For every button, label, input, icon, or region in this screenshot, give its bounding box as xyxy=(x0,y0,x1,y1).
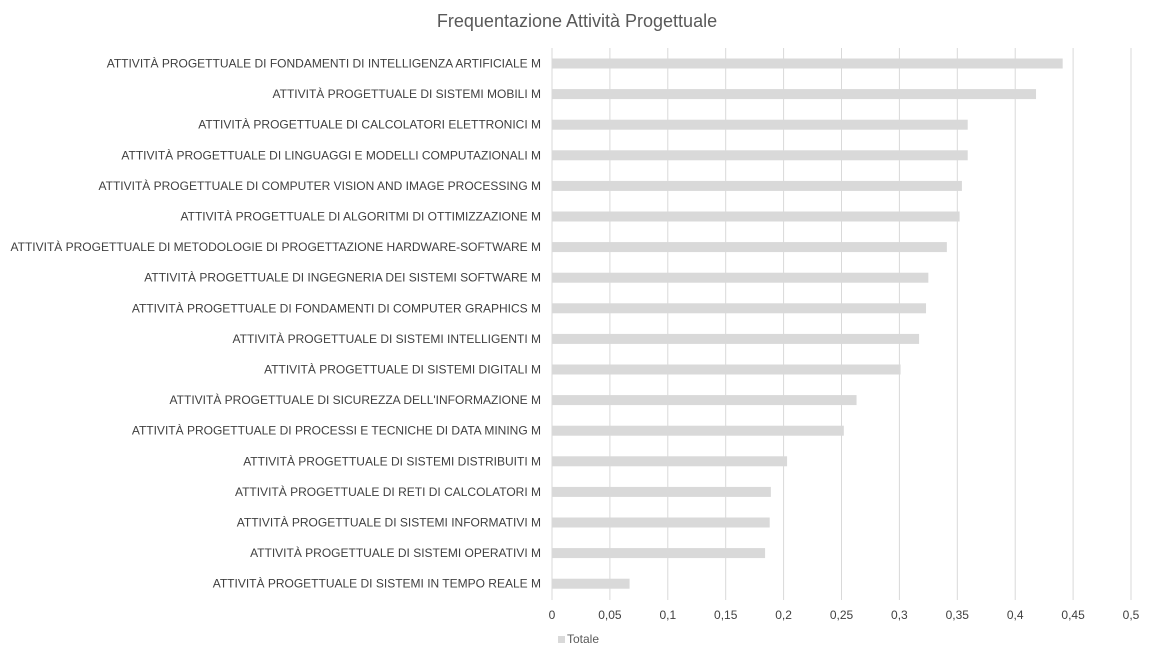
x-tick-label: 0,3 xyxy=(891,608,908,622)
category-label: ATTIVITÀ PROGETTUALE DI FONDAMENTI DI CO… xyxy=(132,300,541,315)
category-label: ATTIVITÀ PROGETTUALE DI SISTEMI INFORMAT… xyxy=(237,515,541,530)
x-tick-label: 0,5 xyxy=(1123,608,1140,622)
bar xyxy=(552,578,630,589)
category-label: ATTIVITÀ PROGETTUALE DI INGEGNERIA DEI S… xyxy=(144,270,541,285)
x-tick-label: 0,35 xyxy=(946,608,970,622)
x-tick-label: 0,15 xyxy=(714,608,738,622)
category-label: ATTIVITÀ PROGETTUALE DI SISTEMI DISTRIBU… xyxy=(243,453,541,468)
bar xyxy=(552,180,962,191)
bars xyxy=(552,58,1063,589)
x-tick-label: 0,05 xyxy=(598,608,622,622)
category-label: ATTIVITÀ PROGETTUALE DI CALCOLATORI ELET… xyxy=(198,117,541,132)
bar xyxy=(552,333,920,344)
chart-title: Frequentazione Attività Progettuale xyxy=(437,11,717,31)
category-label: ATTIVITÀ PROGETTUALE DI LINGUAGGI E MODE… xyxy=(121,147,541,162)
bar xyxy=(552,272,929,283)
legend-swatch xyxy=(558,636,565,643)
bar xyxy=(552,58,1063,69)
bar xyxy=(552,517,770,528)
legend: Totale xyxy=(558,632,599,646)
x-tick-label: 0,25 xyxy=(830,608,854,622)
bar xyxy=(552,364,901,375)
category-label: ATTIVITÀ PROGETTUALE DI COMPUTER VISION … xyxy=(99,178,542,193)
x-tick-label: 0,2 xyxy=(775,608,792,622)
x-tick-label: 0 xyxy=(549,608,556,622)
bar xyxy=(552,486,771,497)
bar xyxy=(552,395,857,406)
bar xyxy=(552,89,1037,100)
category-label: ATTIVITÀ PROGETTUALE DI SISTEMI MOBILI M xyxy=(273,86,541,101)
x-axis-tick-labels: 0 0,05 0,1 0,15 0,2 0,25 0,3 0,35 0,4 0,45 0,5 xyxy=(549,608,1140,622)
legend-label: Totale xyxy=(567,632,599,646)
bar xyxy=(552,211,960,222)
bar xyxy=(552,425,844,436)
x-tick-label: 0,1 xyxy=(659,608,676,622)
category-label: ATTIVITÀ PROGETTUALE DI PROCESSI E TECNI… xyxy=(132,423,541,438)
category-labels: ATTIVITÀ PROGETTUALE DI FONDAMENTI DI IN… xyxy=(11,56,541,591)
gridlines xyxy=(551,48,1132,600)
category-label: ATTIVITÀ PROGETTUALE DI SISTEMI OPERATIV… xyxy=(250,545,541,560)
bar xyxy=(552,548,766,559)
bar xyxy=(552,119,968,130)
category-label: ATTIVITÀ PROGETTUALE DI FONDAMENTI DI IN… xyxy=(107,56,541,71)
category-label: ATTIVITÀ PROGETTUALE DI SICUREZZA DELL'I… xyxy=(170,392,541,407)
category-label: ATTIVITÀ PROGETTUALE DI ALGORITMI DI OTT… xyxy=(181,209,541,224)
bar xyxy=(552,150,968,161)
category-label: ATTIVITÀ PROGETTUALE DI SISTEMI INTELLIG… xyxy=(233,331,541,346)
bar xyxy=(552,456,788,467)
bar xyxy=(552,242,947,253)
category-label: ATTIVITÀ PROGETTUALE DI RETI DI CALCOLAT… xyxy=(235,484,541,499)
category-label: ATTIVITÀ PROGETTUALE DI METODOLOGIE DI P… xyxy=(11,239,541,254)
category-label: ATTIVITÀ PROGETTUALE DI SISTEMI DIGITALI… xyxy=(264,362,541,377)
bar xyxy=(552,303,927,314)
category-label: ATTIVITÀ PROGETTUALE DI SISTEMI IN TEMPO… xyxy=(213,576,541,591)
x-tick-label: 0,45 xyxy=(1061,608,1085,622)
x-tick-label: 0,4 xyxy=(1007,608,1024,622)
